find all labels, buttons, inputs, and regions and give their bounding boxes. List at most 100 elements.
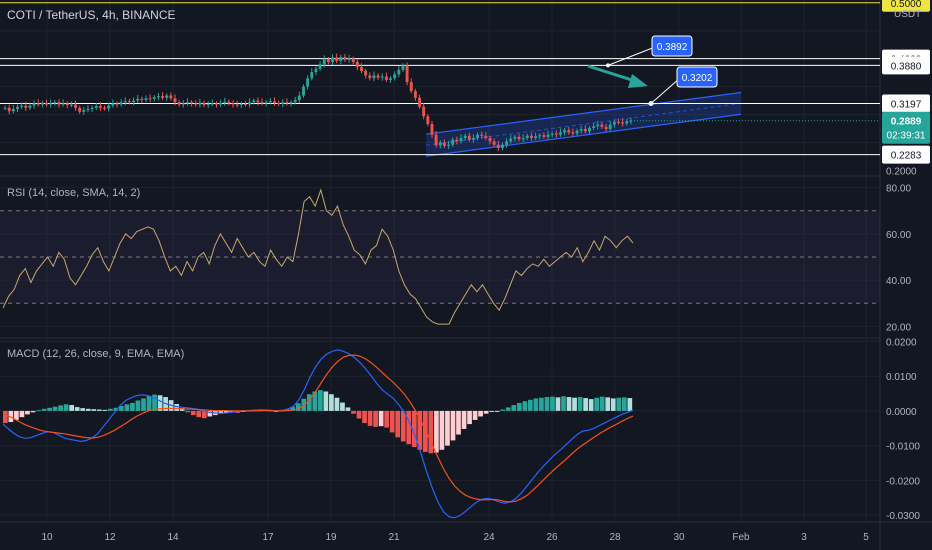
candle-body [111,103,115,106]
candle-body [57,102,61,105]
candle-body [181,103,185,105]
candle-body [20,105,24,107]
candle-body [500,144,504,149]
macd-axis[interactable]: 0.0200 0.0100 0.0000 -0.0100 -0.0200 -0.0300 [886,337,920,522]
rsi-axis[interactable]: 80.00 60.00 40.00 20.00 [886,184,911,334]
candle-body [11,108,15,112]
candle-body [538,135,542,137]
macd-histogram-bar [340,402,345,411]
candle-body [61,103,65,105]
candle-body [525,135,529,139]
macd-histogram-bar [522,401,528,411]
time-axis[interactable]: 10 12 14 17 19 21 24 26 28 30 Feb 3 5 [41,532,869,543]
annotation-0-3202-box[interactable] [676,66,718,88]
macd-histogram-bar [450,410,456,441]
candle-body [273,101,276,103]
price-annotations[interactable]: 0.3892 0.3202 [587,35,718,107]
macd-histogram-bar [36,410,41,412]
price-level-tag[interactable] [882,56,930,75]
price-level-tag[interactable] [882,0,930,12]
candle-body [119,102,123,105]
candle-body [260,102,264,104]
time-tick-label: 21 [388,532,400,543]
time-tick-label: 5 [863,532,869,543]
candle-body [331,57,334,63]
candle-body [347,58,351,60]
macd-histogram-bar [599,396,605,411]
macd-histogram-bar [207,410,213,417]
price-level-tag[interactable] [882,94,930,113]
rsi-pane[interactable] [0,188,880,325]
candle-body [612,121,616,125]
candle-body [185,102,189,104]
macd-histogram-bar [489,410,495,412]
currency-label: USDT [894,9,921,20]
candle-body [409,82,413,92]
macd-histogram-bar [3,410,8,424]
macd-histogram-bar [224,410,229,413]
channel-upper-line[interactable] [425,91,742,135]
candle-body [136,98,140,101]
candle-body [355,62,359,68]
candle-body [49,103,53,105]
macd-histogram-bar [58,405,63,411]
macd-histogram-bar [528,399,533,411]
macd-histogram-bar [25,410,30,415]
macd-histogram-bar [290,406,296,411]
time-tick-label: 26 [546,532,558,543]
macd-histogram-bar [47,407,52,411]
candle-body [127,101,131,103]
macd-histogram-bar [616,397,622,411]
candle-body [438,142,442,146]
macd-histogram-bar [400,410,406,442]
macd-histogram-bar [52,406,58,411]
candle-body [418,97,421,107]
macd-histogram-bar [544,397,550,411]
macd-line [2,349,634,519]
candle-body [451,139,455,145]
candle-body [45,102,48,105]
candle-body [65,103,69,106]
candle-body [521,138,525,140]
candle-body [140,98,144,101]
channel-lower-line[interactable] [425,113,742,157]
macd-histogram-bar [550,396,555,411]
macd-pane[interactable] [2,349,634,519]
candle-body [314,68,318,73]
candle-body [289,102,293,104]
candle-body [384,76,388,80]
current-price-label: 0.2889 [891,117,922,128]
price-axis[interactable]: 0.20000.50000.50000.40000.38800.31970.22… [882,0,930,177]
ascending-channel[interactable] [425,91,742,157]
current-price-tag[interactable] [882,111,930,144]
arrow-shaft [587,64,639,84]
macd-tick-label: 0.0000 [886,407,917,418]
annotation-0-3892-label: 0.3892 [657,42,688,53]
price-levels[interactable] [0,2,880,156]
candle-body [53,102,57,104]
candle-body [513,136,517,139]
candle-body [471,138,475,140]
macd-histogram-bar [494,410,500,412]
price-pane[interactable]: 0.3892 0.3202 [0,2,880,157]
candle-body [310,72,314,79]
candle-body [563,130,567,133]
macd-histogram-bar [85,408,91,411]
candle-body [318,64,322,69]
annotation-0-3892-box[interactable] [651,35,693,57]
macd-histogram-bar [301,398,307,411]
candle-body [144,98,148,101]
macd-tick-label: -0.0100 [886,442,920,453]
candle-body [488,138,492,142]
macd-histogram-bar [218,410,224,414]
candle-body [277,102,281,104]
candle-body [285,102,289,104]
macd-histogram-bar [329,394,334,411]
macd-histogram-bar [483,410,489,414]
candle-body [335,57,339,61]
macd-histogram-bar [356,410,362,419]
candle-body [467,135,471,140]
price-level-tag[interactable] [882,145,930,164]
candle-body [202,102,206,106]
